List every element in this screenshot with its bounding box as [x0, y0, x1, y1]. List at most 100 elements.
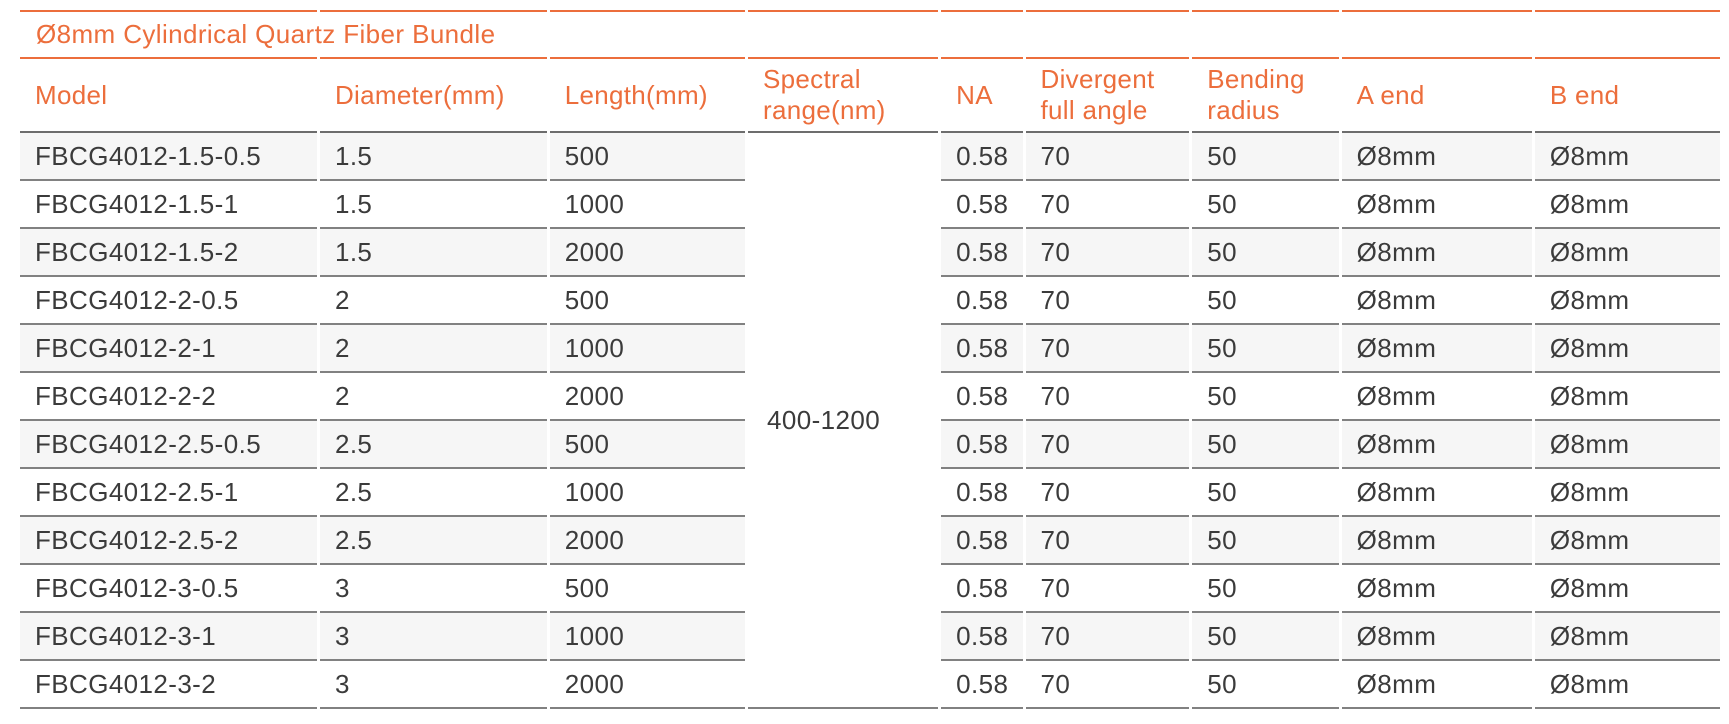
cell-na: 0.58	[941, 229, 1023, 277]
cell-a-end: Ø8mm	[1341, 373, 1532, 421]
cell-na: 0.58	[941, 181, 1023, 229]
cell-divergent-full-angle: 70	[1025, 469, 1190, 517]
cell-na: 0.58	[941, 373, 1023, 421]
cell-bending-radius: 50	[1192, 133, 1339, 181]
cell-a-end: Ø8mm	[1341, 613, 1532, 661]
spec-table-body: FBCG4012-1.5-0.5 1.5 500 400-1200 0.58 70 50 Ø8…	[20, 133, 1720, 709]
column-header-divergent-full-angle: Divergent full angle	[1025, 59, 1190, 133]
title-rule-segment	[1025, 10, 1190, 59]
cell-na: 0.58	[941, 277, 1023, 325]
title-rule-segment	[319, 10, 547, 59]
table-row: FBCG4012-3-0.5 3 500 0.58 70 50 Ø8mm Ø8mm	[20, 565, 1720, 613]
cell-model: FBCG4012-1.5-1	[20, 181, 317, 229]
table-row: FBCG4012-3-1 3 1000 0.58 70 50 Ø8mm Ø8mm	[20, 613, 1720, 661]
column-header-spectral-range: Spectral range(nm)	[747, 59, 939, 133]
cell-diameter: 2.5	[319, 421, 547, 469]
cell-na: 0.58	[941, 661, 1023, 709]
cell-length: 2000	[549, 661, 745, 709]
cell-a-end: Ø8mm	[1341, 421, 1532, 469]
cell-b-end: Ø8mm	[1534, 613, 1720, 661]
cell-divergent-full-angle: 70	[1025, 325, 1190, 373]
column-header-a-end: A end	[1341, 59, 1532, 133]
page-title: Ø8mm Cylindrical Quartz Fiber Bundle	[20, 10, 495, 59]
cell-na: 0.58	[941, 613, 1023, 661]
table-row: FBCG4012-3-2 3 2000 0.58 70 50 Ø8mm Ø8mm	[20, 661, 1720, 709]
cell-bending-radius: 50	[1192, 229, 1339, 277]
cell-divergent-full-angle: 70	[1025, 517, 1190, 565]
cell-model: FBCG4012-2-1	[20, 325, 317, 373]
column-header-length: Length(mm)	[549, 59, 745, 133]
cell-model: FBCG4012-1.5-0.5	[20, 133, 317, 181]
cell-length: 2000	[549, 373, 745, 421]
cell-diameter: 3	[319, 565, 547, 613]
cell-length: 500	[549, 565, 745, 613]
cell-divergent-full-angle: 70	[1025, 277, 1190, 325]
cell-model: FBCG4012-2-2	[20, 373, 317, 421]
title-rule-segment	[747, 10, 939, 59]
cell-diameter: 1.5	[319, 133, 547, 181]
title-rule-segment	[1192, 10, 1339, 59]
cell-b-end: Ø8mm	[1534, 469, 1720, 517]
cell-length: 1000	[549, 325, 745, 373]
cell-b-end: Ø8mm	[1534, 325, 1720, 373]
table-row: FBCG4012-2-0.5 2 500 0.58 70 50 Ø8mm Ø8mm	[20, 277, 1720, 325]
title-rule-segment	[941, 10, 1023, 59]
cell-spectral-range-merged: 400-1200	[747, 133, 939, 709]
cell-diameter: 2.5	[319, 517, 547, 565]
cell-divergent-full-angle: 70	[1025, 565, 1190, 613]
cell-length: 1000	[549, 469, 745, 517]
cell-na: 0.58	[941, 133, 1023, 181]
cell-a-end: Ø8mm	[1341, 181, 1532, 229]
table-row: FBCG4012-2-1 2 1000 0.58 70 50 Ø8mm Ø8mm	[20, 325, 1720, 373]
column-header-b-end: B end	[1534, 59, 1720, 133]
cell-bending-radius: 50	[1192, 373, 1339, 421]
cell-a-end: Ø8mm	[1341, 517, 1532, 565]
cell-bending-radius: 50	[1192, 277, 1339, 325]
cell-model: FBCG4012-2-0.5	[20, 277, 317, 325]
cell-diameter: 1.5	[319, 229, 547, 277]
cell-length: 2000	[549, 229, 745, 277]
column-header-na: NA	[941, 59, 1023, 133]
cell-length: 2000	[549, 517, 745, 565]
cell-model: FBCG4012-2.5-2	[20, 517, 317, 565]
cell-length: 1000	[549, 181, 745, 229]
cell-na: 0.58	[941, 565, 1023, 613]
cell-b-end: Ø8mm	[1534, 277, 1720, 325]
cell-bending-radius: 50	[1192, 181, 1339, 229]
cell-diameter: 2	[319, 373, 547, 421]
cell-model: FBCG4012-3-2	[20, 661, 317, 709]
cell-model: FBCG4012-3-1	[20, 613, 317, 661]
cell-bending-radius: 50	[1192, 325, 1339, 373]
cell-a-end: Ø8mm	[1341, 661, 1532, 709]
cell-a-end: Ø8mm	[1341, 325, 1532, 373]
cell-length: 500	[549, 133, 745, 181]
cell-diameter: 2	[319, 277, 547, 325]
cell-na: 0.58	[941, 517, 1023, 565]
table-row: FBCG4012-2.5-0.5 2.5 500 0.58 70 50 Ø8mm Ø8mm	[20, 421, 1720, 469]
table-title-row: Ø8mm Cylindrical Quartz Fiber Bundle	[20, 10, 1720, 59]
cell-bending-radius: 50	[1192, 661, 1339, 709]
cell-b-end: Ø8mm	[1534, 661, 1720, 709]
cell-a-end: Ø8mm	[1341, 133, 1532, 181]
cell-bending-radius: 50	[1192, 469, 1339, 517]
title-rule-segment	[1341, 10, 1532, 59]
cell-diameter: 2	[319, 325, 547, 373]
cell-divergent-full-angle: 70	[1025, 421, 1190, 469]
cell-divergent-full-angle: 70	[1025, 613, 1190, 661]
cell-bending-radius: 50	[1192, 517, 1339, 565]
cell-na: 0.58	[941, 325, 1023, 373]
cell-divergent-full-angle: 70	[1025, 181, 1190, 229]
table-row: FBCG4012-1.5-1 1.5 1000 0.58 70 50 Ø8mm Ø8mm	[20, 181, 1720, 229]
cell-model: FBCG4012-2.5-1	[20, 469, 317, 517]
cell-b-end: Ø8mm	[1534, 229, 1720, 277]
table-row: FBCG4012-1.5-2 1.5 2000 0.58 70 50 Ø8mm Ø8mm	[20, 229, 1720, 277]
column-header-model: Model	[20, 59, 317, 133]
table-header-row: Model Diameter(mm) Length(mm) Spectral r…	[20, 59, 1720, 133]
cell-a-end: Ø8mm	[1341, 229, 1532, 277]
cell-diameter: 1.5	[319, 181, 547, 229]
cell-na: 0.58	[941, 421, 1023, 469]
cell-b-end: Ø8mm	[1534, 181, 1720, 229]
cell-a-end: Ø8mm	[1341, 277, 1532, 325]
cell-a-end: Ø8mm	[1341, 469, 1532, 517]
